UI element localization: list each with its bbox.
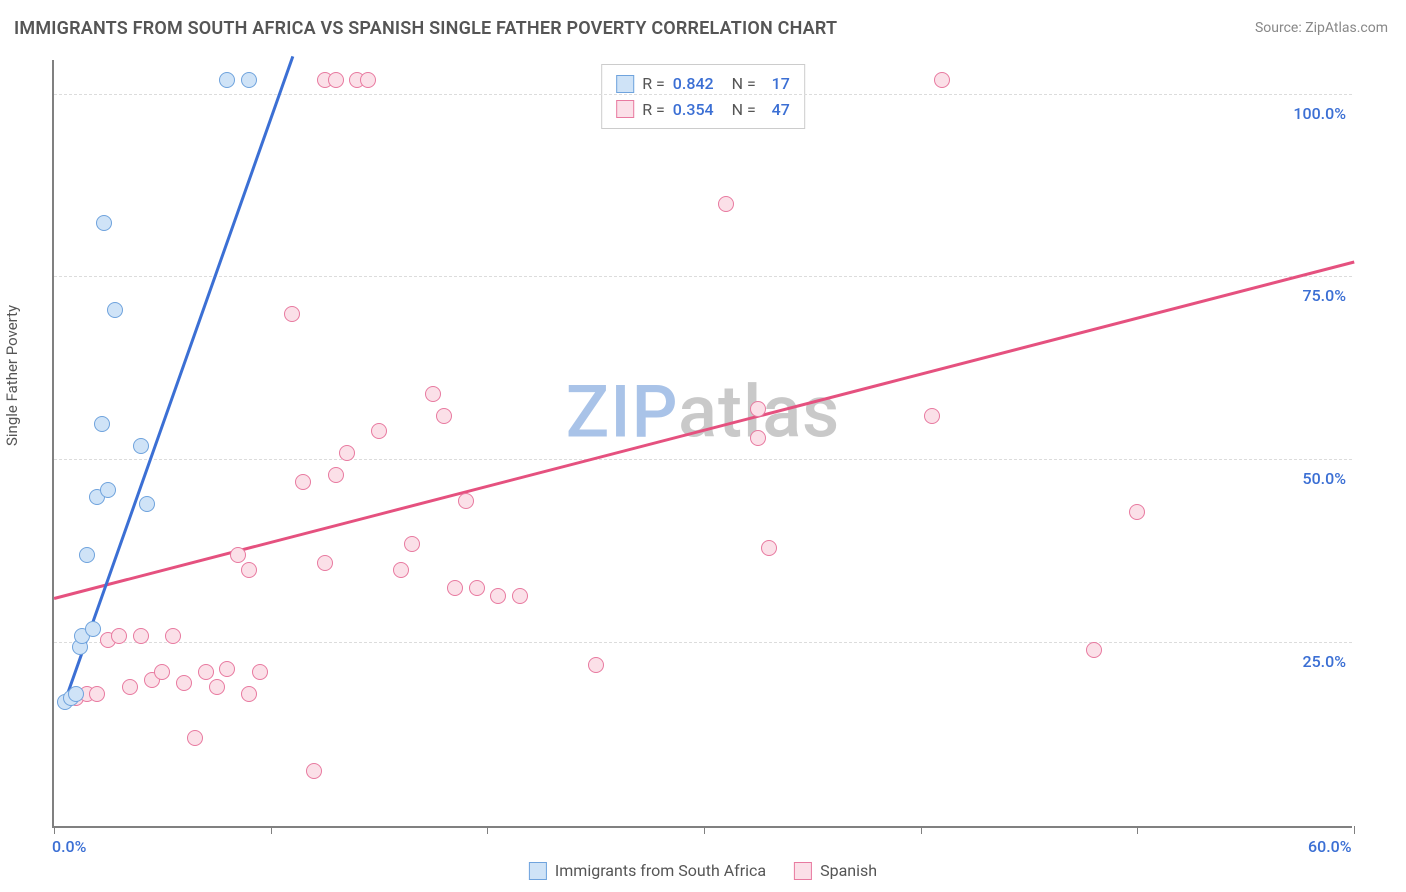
x-tick bbox=[1137, 826, 1138, 834]
data-point-es bbox=[393, 562, 409, 578]
series-legend-item: Spanish bbox=[794, 861, 877, 880]
data-point-es bbox=[404, 536, 420, 552]
data-point-es bbox=[458, 493, 474, 509]
data-point-sa bbox=[68, 686, 84, 702]
data-point-sa bbox=[241, 72, 257, 88]
data-point-sa bbox=[219, 72, 235, 88]
series-legend: Immigrants from South Africa Spanish bbox=[529, 861, 877, 880]
x-tick bbox=[921, 826, 922, 834]
data-point-es bbox=[284, 306, 300, 322]
data-point-sa bbox=[79, 547, 95, 563]
trend-line-es bbox=[54, 260, 1355, 599]
data-point-es bbox=[1129, 504, 1145, 520]
data-point-es bbox=[133, 628, 149, 644]
gridline-h bbox=[54, 459, 1352, 460]
data-point-es bbox=[469, 580, 485, 596]
legend-n-es: 47 bbox=[764, 97, 790, 123]
data-point-es bbox=[295, 474, 311, 490]
series-legend-label: Spanish bbox=[820, 861, 877, 880]
series-legend-swatch bbox=[794, 862, 812, 880]
data-point-es bbox=[198, 664, 214, 680]
data-point-es bbox=[165, 628, 181, 644]
source-attribution: Source: ZipAtlas.com bbox=[1255, 20, 1388, 36]
chart-title: IMMIGRANTS FROM SOUTH AFRICA VS SPANISH … bbox=[14, 18, 837, 39]
data-point-sa bbox=[85, 621, 101, 637]
data-point-sa bbox=[96, 215, 112, 231]
x-tick bbox=[271, 826, 272, 834]
data-point-sa bbox=[100, 482, 116, 498]
chart-container: IMMIGRANTS FROM SOUTH AFRICA VS SPANISH … bbox=[0, 0, 1406, 892]
y-tick-label: 75.0% bbox=[1302, 286, 1346, 305]
data-point-es bbox=[317, 555, 333, 571]
plot-area: ZIPatlas R = 0.842 N = 17 R = 0.354 N = … bbox=[52, 60, 1352, 828]
data-point-es bbox=[176, 675, 192, 691]
series-legend-label: Immigrants from South Africa bbox=[555, 861, 766, 880]
data-point-es bbox=[230, 547, 246, 563]
data-point-es bbox=[512, 588, 528, 604]
data-point-es bbox=[447, 580, 463, 596]
correlation-legend: R = 0.842 N = 17 R = 0.354 N = 47 bbox=[601, 64, 805, 129]
x-tick bbox=[1354, 826, 1355, 834]
data-point-es bbox=[1086, 642, 1102, 658]
x-tick bbox=[54, 826, 55, 834]
data-point-sa bbox=[139, 496, 155, 512]
data-point-es bbox=[588, 657, 604, 673]
legend-r-es: 0.354 bbox=[673, 97, 714, 123]
data-point-es bbox=[111, 628, 127, 644]
x-tick bbox=[487, 826, 488, 834]
gridline-h bbox=[54, 276, 1352, 277]
data-point-sa bbox=[133, 438, 149, 454]
series-legend-swatch bbox=[529, 862, 547, 880]
data-point-es bbox=[122, 679, 138, 695]
data-point-sa bbox=[94, 416, 110, 432]
data-point-es bbox=[328, 467, 344, 483]
y-tick-label: 100.0% bbox=[1293, 104, 1346, 123]
legend-r-label: R = bbox=[642, 97, 665, 123]
data-point-es bbox=[425, 386, 441, 402]
y-tick-label: 50.0% bbox=[1302, 469, 1346, 488]
data-point-es bbox=[718, 196, 734, 212]
data-point-es bbox=[219, 661, 235, 677]
data-point-es bbox=[750, 430, 766, 446]
data-point-es bbox=[328, 72, 344, 88]
data-point-es bbox=[306, 763, 322, 779]
data-point-es bbox=[187, 730, 203, 746]
legend-swatch-es bbox=[616, 100, 634, 118]
y-tick-label: 25.0% bbox=[1302, 652, 1346, 671]
data-point-es bbox=[252, 664, 268, 680]
y-axis-label: Single Father Poverty bbox=[3, 305, 21, 446]
data-point-es bbox=[241, 562, 257, 578]
data-point-es bbox=[154, 664, 170, 680]
x-tick bbox=[704, 826, 705, 834]
x-tick-label: 0.0% bbox=[52, 837, 86, 856]
data-point-es bbox=[490, 588, 506, 604]
data-point-es bbox=[750, 401, 766, 417]
legend-n-label: N = bbox=[732, 97, 756, 123]
data-point-es bbox=[436, 408, 452, 424]
gridline-h bbox=[54, 642, 1352, 643]
x-tick-label: 60.0% bbox=[1308, 837, 1352, 856]
data-point-es bbox=[339, 445, 355, 461]
legend-swatch-sa bbox=[616, 75, 634, 93]
data-point-es bbox=[89, 686, 105, 702]
legend-row-es: R = 0.354 N = 47 bbox=[616, 97, 790, 123]
data-point-es bbox=[924, 408, 940, 424]
data-point-es bbox=[360, 72, 376, 88]
data-point-es bbox=[209, 679, 225, 695]
data-point-sa bbox=[107, 302, 123, 318]
trend-line-sa bbox=[64, 56, 294, 700]
data-point-es bbox=[761, 540, 777, 556]
gridline-h bbox=[54, 94, 1352, 95]
data-point-es bbox=[241, 686, 257, 702]
watermark: ZIPatlas bbox=[566, 370, 840, 455]
data-point-es bbox=[371, 423, 387, 439]
data-point-es bbox=[934, 72, 950, 88]
series-legend-item: Immigrants from South Africa bbox=[529, 861, 766, 880]
